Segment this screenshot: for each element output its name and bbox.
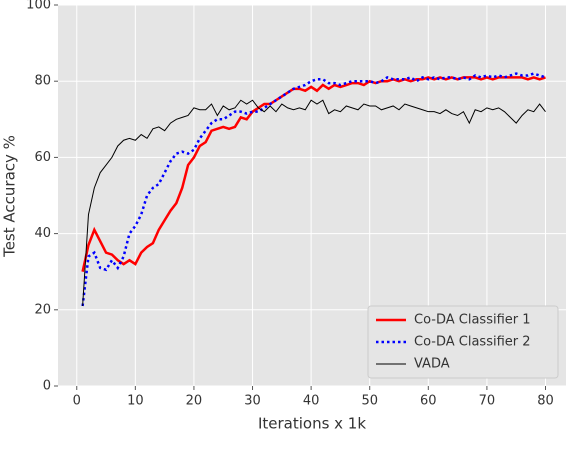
y-tick-label: 40 bbox=[34, 226, 51, 241]
x-tick-label: 0 bbox=[73, 394, 81, 409]
x-tick-label: 70 bbox=[479, 394, 496, 409]
x-tick-label: 40 bbox=[303, 394, 320, 409]
x-tick-label: 80 bbox=[537, 394, 554, 409]
x-tick-label: 30 bbox=[244, 394, 261, 409]
y-tick-label: 20 bbox=[34, 302, 51, 317]
x-tick-label: 10 bbox=[127, 394, 144, 409]
legend-box bbox=[367, 305, 559, 379]
legend-label: Co-DA Classifier 2 bbox=[414, 335, 531, 350]
y-tick-label: 0 bbox=[43, 379, 51, 394]
x-tick-label: 20 bbox=[186, 394, 203, 409]
legend-label: VADA bbox=[414, 357, 450, 372]
y-tick-label: 80 bbox=[34, 74, 51, 89]
x-tick-label: 60 bbox=[420, 394, 437, 409]
x-axis-label: Iterations x 1k bbox=[258, 415, 366, 433]
legend-label: Co-DA Classifier 1 bbox=[414, 313, 531, 328]
series-line bbox=[81, 76, 546, 272]
series-line bbox=[81, 72, 546, 307]
y-axis-label: Test Accuracy % bbox=[1, 135, 19, 258]
y-tick-label: 100 bbox=[26, 0, 51, 13]
y-tick-label: 60 bbox=[34, 150, 51, 165]
x-tick-label: 50 bbox=[361, 394, 378, 409]
series-line bbox=[82, 99, 546, 307]
